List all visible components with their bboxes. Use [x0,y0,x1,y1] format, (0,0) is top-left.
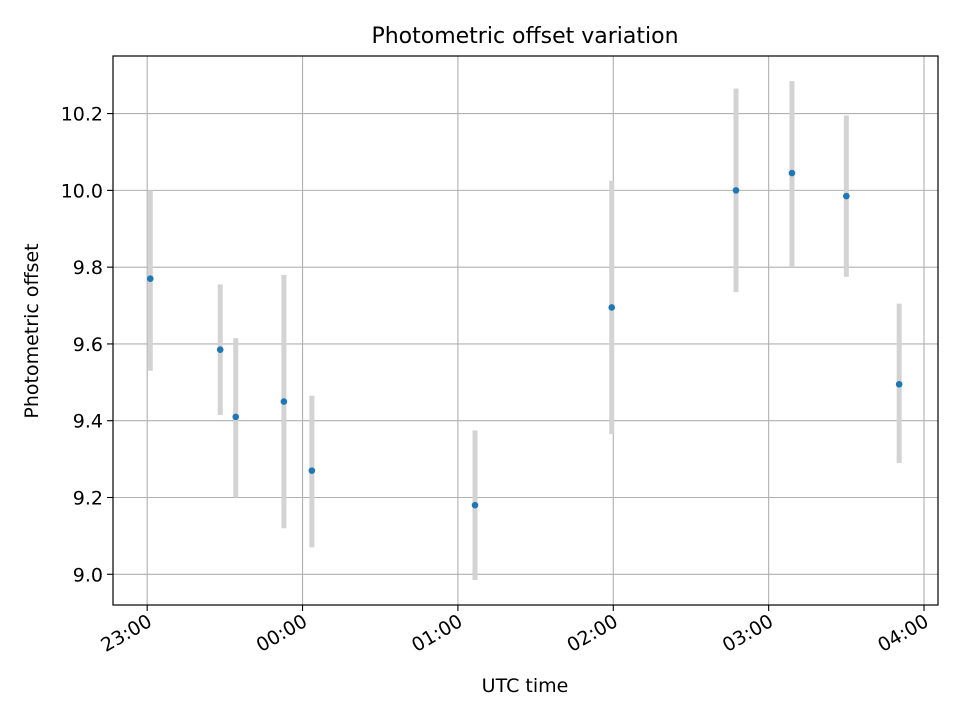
data-point [280,398,288,405]
data-point [308,467,316,474]
data-point [471,501,479,509]
y-tick-label: 10.2 [61,104,103,126]
y-tick-label: 9.0 [73,564,103,586]
y-tick-label: 9.2 [73,488,103,510]
data-point [895,380,903,388]
y-tick-label: 9.8 [73,257,103,279]
data-point [732,187,740,194]
y-axis-ticks: 9.0 9.2 9.4 9.6 9.8 10.0 10.2 [61,104,113,586]
data-point [146,275,154,282]
x-axis-label: UTC time [482,675,569,697]
y-tick-label: 9.4 [73,411,103,433]
y-tick-label: 9.6 [73,334,103,356]
y-axis-label: Photometric offset [21,243,43,418]
chart-title: Photometric offset variation [371,24,678,49]
data-point [232,413,240,421]
data-point [843,192,850,200]
y-tick-label: 10.0 [61,180,103,202]
plot-frame [112,55,939,606]
data-point [216,346,224,353]
data-point [788,169,796,177]
data-points [146,169,903,509]
data-point [608,304,616,311]
